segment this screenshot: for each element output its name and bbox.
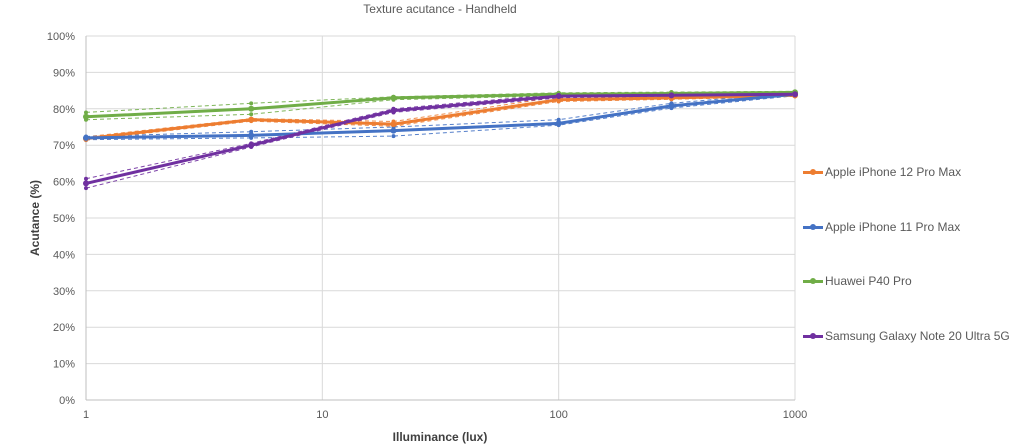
series-4-band-lower-point [84, 186, 88, 191]
x-tick-label: 1000 [783, 409, 807, 421]
y-tick-label: 0% [59, 395, 75, 407]
series-1-point [390, 121, 397, 128]
legend-label: Apple iPhone 11 Pro Max [825, 220, 961, 234]
y-tick-label: 60% [53, 177, 75, 189]
series-1-line [85, 93, 796, 141]
x-tick-label: 100 [549, 409, 567, 421]
legend-item-iphone-12-pro-max[interactable]: Apple iPhone 12 Pro Max [803, 164, 961, 180]
series-2-line [85, 92, 796, 140]
axes [85, 36, 795, 401]
series-4-point [555, 93, 562, 100]
series-4-point [792, 91, 798, 98]
series-4-band-upper-point [84, 176, 88, 181]
legend-label: Apple iPhone 12 Pro Max [825, 165, 962, 179]
series-2-point [83, 134, 89, 141]
series-2-point [555, 120, 562, 127]
series-4-point [390, 107, 397, 114]
x-tick-label: 10 [316, 409, 328, 421]
y-tick-label: 80% [53, 104, 75, 116]
y-tick-label: 30% [53, 286, 75, 298]
legend-swatch [803, 168, 823, 175]
legend-swatch [803, 332, 823, 339]
y-tick-label: 100% [47, 31, 75, 43]
legend-item-iphone-11-pro-max[interactable]: Apple iPhone 11 Pro Max [803, 219, 960, 235]
series-3-point [248, 105, 255, 112]
series-3-point [83, 113, 89, 120]
legend-swatch [803, 277, 823, 284]
series-1-band-upper-line [85, 93, 796, 138]
series-4-point [83, 180, 89, 187]
series-2-band-lower-point [391, 134, 396, 139]
series-4-band-upper-line [85, 92, 796, 180]
chart-title: Texture acutance - Handheld [363, 2, 517, 16]
y-tick-label: 70% [53, 140, 75, 152]
legend-label: Huawei P40 Pro [825, 274, 912, 288]
series-2-point [390, 127, 397, 134]
series-lines [85, 90, 796, 185]
y-tick-label: 40% [53, 249, 75, 261]
grid-lines [86, 35, 796, 400]
series-1-point [248, 116, 255, 123]
series-3-band-upper-point [84, 110, 88, 115]
series-2-point [668, 102, 675, 109]
y-tick-label: 90% [53, 67, 75, 79]
series-3-band-lower-point [249, 112, 254, 117]
y-tick-label: 20% [53, 322, 75, 334]
series-4-point [248, 142, 255, 149]
series-3-line [85, 90, 796, 119]
legend-item-huawei-p40-pro[interactable]: Huawei P40 Pro [803, 273, 912, 289]
series-3-band-upper-point [249, 101, 254, 106]
series-4-line [85, 92, 796, 185]
legend-label: Samsung Galaxy Note 20 Ultra 5G [825, 329, 1010, 343]
series-markers [83, 89, 798, 187]
series-3-point [390, 94, 397, 101]
series-2-point [248, 132, 255, 139]
series-4-band-lower-line [85, 94, 796, 189]
legend-swatch [803, 223, 823, 230]
y-tick-label: 10% [53, 359, 75, 371]
legend-item-galaxy-note-20-ultra[interactable]: Samsung Galaxy Note 20 Ultra 5G [803, 328, 1010, 344]
series-4-point [668, 92, 675, 99]
legend: Apple iPhone 12 Pro Max Apple iPhone 11 … [803, 0, 1024, 445]
tick-labels: 0% 10% 20% 30% 40% 50% 60% 70% 80% 90% 100% 1 10 100 1… [47, 31, 807, 421]
x-axis-title: Illuminance (lux) [393, 430, 488, 444]
y-axis-title: Acutance (%) [28, 180, 42, 256]
x-tick-label: 1 [83, 409, 89, 421]
y-tick-label: 50% [53, 213, 75, 225]
